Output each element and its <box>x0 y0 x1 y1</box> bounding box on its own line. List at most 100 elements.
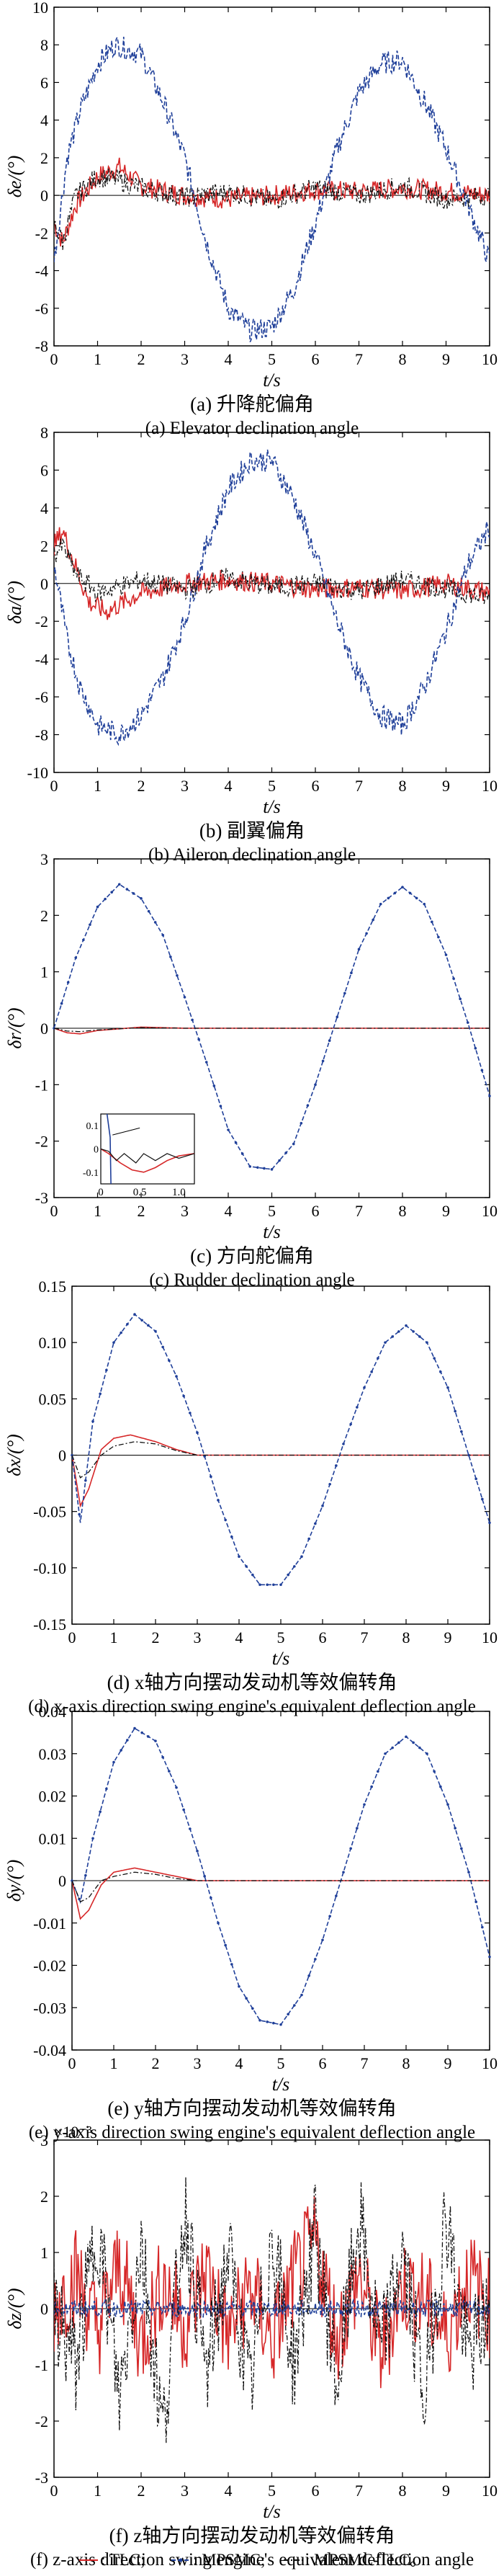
series-marker <box>418 1746 421 1750</box>
y-tick-label: -2 <box>35 224 48 242</box>
series-marker <box>328 1915 331 1918</box>
series-marker <box>287 2013 289 2016</box>
series-marker <box>363 1386 366 1389</box>
x-tick-label: 3 <box>181 350 189 368</box>
y-tick-label: 0 <box>58 1872 66 1890</box>
series-marker <box>66 981 70 984</box>
series-mpsmc-tlc <box>72 1871 490 1903</box>
series-marker <box>203 1875 206 1878</box>
series-marker <box>405 1324 408 1327</box>
caption-zh: (d) x轴方向摆动发动机等效偏转角 <box>107 1672 397 1693</box>
series-marker <box>393 891 397 895</box>
series-mpsmc <box>54 2298 490 2319</box>
y-tick-label: -0.05 <box>33 1503 66 1521</box>
chart-panel-c: 0 1 2 3 4 5 6 7 8 9 10 -3 -2 -1 0 1 2 3 t/s δr/(°) (c) 方向舵偏角… <box>4 850 498 1290</box>
y-tick-label: 0.15 <box>39 1278 67 1296</box>
x-tick-label: 1 <box>94 1202 102 1220</box>
x-tick-label: 5 <box>268 777 276 795</box>
x-tick-label: 0 <box>50 2482 58 2500</box>
x-tick-label: 3 <box>194 1628 202 1646</box>
inset-y-tick: 0.1 <box>86 1121 99 1132</box>
series-marker <box>365 932 368 935</box>
x-tick-label: 6 <box>312 2482 320 2500</box>
series-marker <box>278 1159 281 1162</box>
series-marker <box>342 1443 345 1445</box>
series-marker <box>300 1993 303 1997</box>
x-tick-label: 10 <box>482 1202 498 1220</box>
series-marker <box>217 1499 220 1502</box>
y-tick-label: -1 <box>35 1076 48 1094</box>
x-tick-label: 10 <box>482 2482 498 2500</box>
series-marker <box>112 1341 115 1344</box>
series-marker <box>210 1896 212 1899</box>
series-marker <box>161 933 165 937</box>
chart-panel-b: 0 1 2 3 4 5 6 7 8 9 10 -10 -8 -6 -4 -2 0 2 4 6 8 t/s δa/(°) (b)… <box>4 424 498 865</box>
series-marker <box>189 1827 192 1830</box>
x-axis-label: t/s <box>263 2501 281 2522</box>
series-marker <box>182 1808 185 1811</box>
series-marker <box>84 1479 87 1482</box>
series-marker <box>459 997 462 1001</box>
x-tick-label: 1 <box>94 350 102 368</box>
x-tick-label: 9 <box>444 1628 452 1646</box>
series-mpsmc-tlc <box>72 1441 490 1479</box>
series-marker <box>91 1837 94 1840</box>
series-marker <box>245 1997 248 2000</box>
x-tick-label: 7 <box>355 2482 363 2500</box>
y-tick-label: 0.02 <box>39 1788 67 1806</box>
legend-marker <box>179 2558 183 2562</box>
x-tick-label: 4 <box>235 2054 243 2072</box>
x-tick-label: 8 <box>399 777 407 795</box>
series-marker <box>91 1420 94 1423</box>
series-marker <box>140 1319 143 1322</box>
chart-panel-a: 0 1 2 3 4 5 6 7 8 9 10 -8 -6 -4 -2 0 2 4 6 8 10 t/s δe/(°) (a) … <box>4 0 498 438</box>
series-marker <box>314 1522 317 1525</box>
series-marker <box>370 1371 373 1373</box>
x-tick-label: 2 <box>138 777 145 795</box>
series-mpsmc-tlc <box>54 538 490 605</box>
series-marker <box>132 892 135 895</box>
x-tick-label: 1 <box>110 1628 118 1646</box>
y-tick-label: 4 <box>40 112 48 130</box>
y-tick-label: -6 <box>35 300 48 318</box>
chart-panel-f: 0 1 2 3 4 5 6 7 8 9 10 -3 -2 -1 0 1 2 3 t/s δz/(°) ×10⁻³ (f) … <box>4 2123 498 2570</box>
series-marker <box>377 1770 379 1773</box>
series-marker <box>78 1512 81 1516</box>
y-tick-label: 2 <box>40 2188 48 2206</box>
series-marker <box>426 1752 428 1755</box>
legend-label: : TLC; <box>101 2551 145 2569</box>
series-marker <box>189 1412 192 1414</box>
series-marker <box>161 1755 164 1759</box>
series-marker <box>370 1785 373 1788</box>
y-tick-label: -3 <box>35 1189 48 1207</box>
series-marker <box>240 1152 244 1155</box>
series-marker <box>84 1873 87 1877</box>
series-marker <box>439 1785 442 1788</box>
x-tick-label: 8 <box>399 2482 407 2500</box>
series-marker <box>356 1406 359 1409</box>
series-marker <box>147 909 150 913</box>
series-marker <box>210 1475 212 1479</box>
inset-y-tick: 0 <box>94 1145 99 1156</box>
series-marker <box>133 1313 136 1316</box>
series-marker <box>397 1330 400 1333</box>
x-tick-label: 9 <box>444 2054 452 2072</box>
inset-mpsmc-tlc <box>100 1148 195 1164</box>
series-marker <box>384 1341 387 1344</box>
series-marker <box>272 1583 275 1587</box>
x-axis-label: t/s <box>263 1221 281 1242</box>
series-marker <box>474 1047 477 1050</box>
series-mpsmc <box>72 1313 490 1586</box>
series-marker <box>293 1565 296 1568</box>
y-tick-label: -1 <box>35 2356 48 2374</box>
x-tick-label: 0 <box>50 350 58 368</box>
y-axis-label: δe/(°) <box>4 156 25 198</box>
inset-x-tick: 0 <box>98 1187 104 1198</box>
series-marker <box>224 1518 227 1522</box>
x-tick-label: 7 <box>355 350 363 368</box>
y-tick-label: 0 <box>40 2300 48 2318</box>
series-marker <box>251 2007 254 2010</box>
series-marker <box>60 1002 63 1005</box>
series-marker <box>238 1985 240 1988</box>
series-tlc <box>54 527 490 620</box>
